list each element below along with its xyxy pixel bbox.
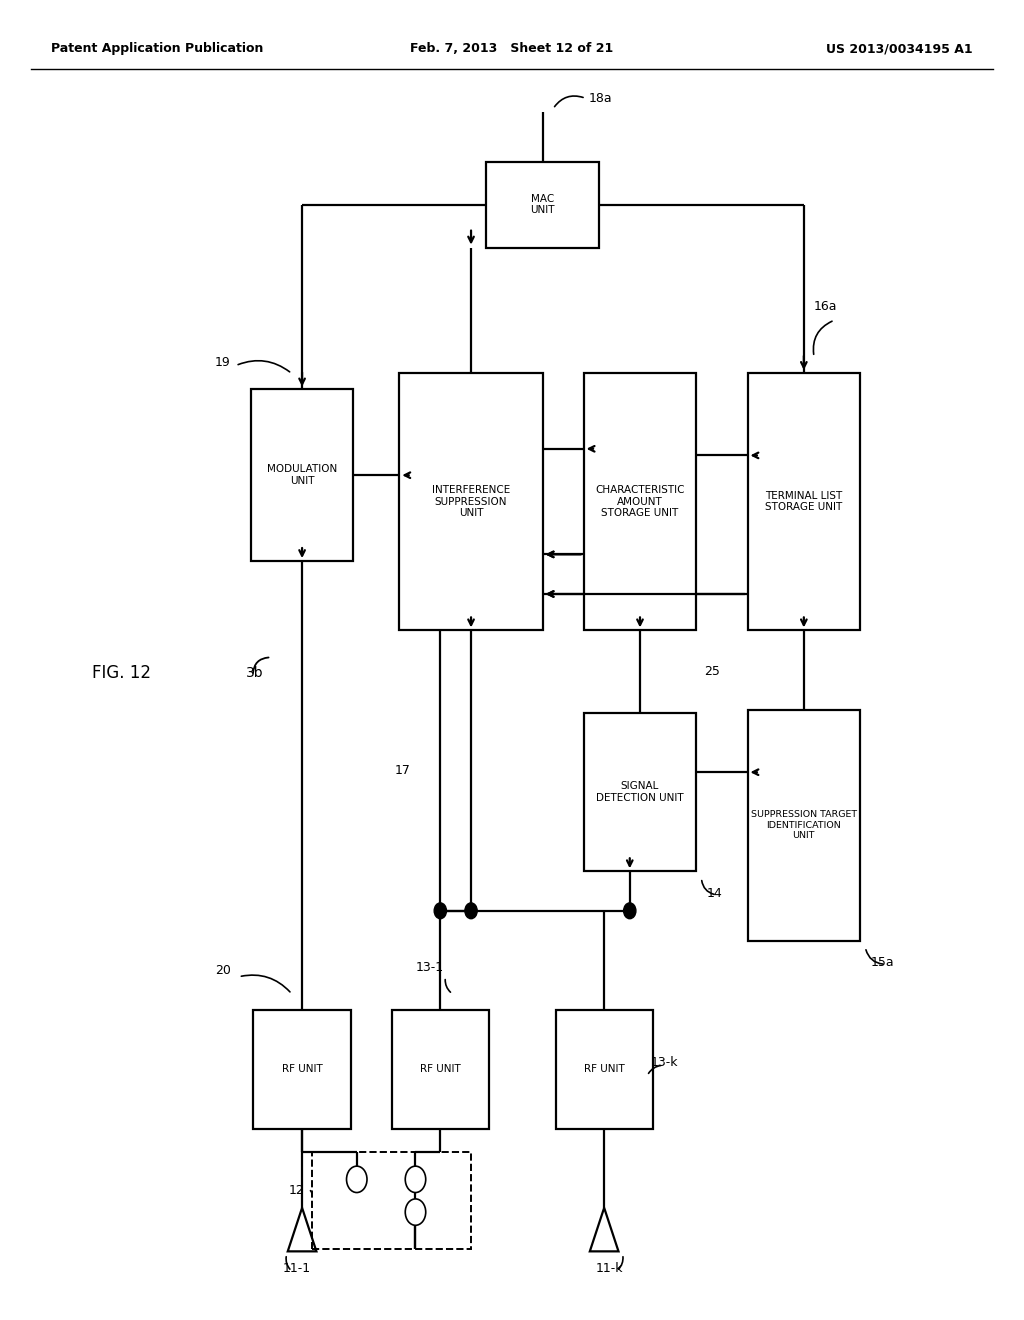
- Circle shape: [434, 903, 446, 919]
- Text: 13-1: 13-1: [416, 961, 444, 974]
- Text: RF UNIT: RF UNIT: [420, 1064, 461, 1074]
- Text: 18a: 18a: [589, 92, 612, 104]
- Circle shape: [406, 1199, 426, 1225]
- Text: 12: 12: [289, 1184, 304, 1197]
- Text: Feb. 7, 2013   Sheet 12 of 21: Feb. 7, 2013 Sheet 12 of 21: [411, 42, 613, 55]
- Text: 15a: 15a: [870, 956, 894, 969]
- FancyBboxPatch shape: [584, 372, 696, 631]
- FancyBboxPatch shape: [399, 372, 543, 631]
- FancyBboxPatch shape: [391, 1010, 489, 1129]
- Circle shape: [346, 1166, 367, 1192]
- Text: RF UNIT: RF UNIT: [584, 1064, 625, 1074]
- Text: TERMINAL LIST
STORAGE UNIT: TERMINAL LIST STORAGE UNIT: [765, 491, 843, 512]
- Text: 25: 25: [705, 665, 721, 678]
- FancyBboxPatch shape: [584, 713, 696, 871]
- FancyBboxPatch shape: [254, 1010, 350, 1129]
- Text: MODULATION
UNIT: MODULATION UNIT: [267, 465, 337, 486]
- Text: 20: 20: [215, 964, 231, 977]
- Text: 11-1: 11-1: [283, 1262, 311, 1275]
- Text: RF UNIT: RF UNIT: [282, 1064, 323, 1074]
- Text: 16a: 16a: [814, 301, 838, 313]
- Text: SIGNAL
DETECTION UNIT: SIGNAL DETECTION UNIT: [596, 781, 684, 803]
- FancyBboxPatch shape: [486, 162, 599, 248]
- Text: 13-k: 13-k: [650, 1056, 678, 1069]
- Text: 11-k: 11-k: [596, 1262, 623, 1275]
- FancyBboxPatch shape: [748, 372, 860, 631]
- Text: INTERFERENCE
SUPPRESSION
UNIT: INTERFERENCE SUPPRESSION UNIT: [432, 484, 510, 519]
- FancyBboxPatch shape: [251, 389, 353, 561]
- Text: SUPPRESSION TARGET
IDENTIFICATION
UNIT: SUPPRESSION TARGET IDENTIFICATION UNIT: [751, 810, 857, 840]
- Text: Patent Application Publication: Patent Application Publication: [51, 42, 263, 55]
- Text: MAC
UNIT: MAC UNIT: [530, 194, 555, 215]
- Text: 14: 14: [707, 887, 722, 900]
- FancyBboxPatch shape: [748, 710, 860, 940]
- Circle shape: [624, 903, 636, 919]
- Text: 19: 19: [215, 356, 230, 370]
- Text: FIG. 12: FIG. 12: [92, 664, 152, 682]
- Text: 17: 17: [394, 764, 411, 777]
- Text: US 2013/0034195 A1: US 2013/0034195 A1: [826, 42, 973, 55]
- FancyBboxPatch shape: [555, 1010, 653, 1129]
- Circle shape: [406, 1166, 426, 1192]
- Circle shape: [465, 903, 477, 919]
- Text: CHARACTERISTIC
AMOUNT
STORAGE UNIT: CHARACTERISTIC AMOUNT STORAGE UNIT: [595, 484, 685, 519]
- Text: 3b: 3b: [246, 667, 263, 680]
